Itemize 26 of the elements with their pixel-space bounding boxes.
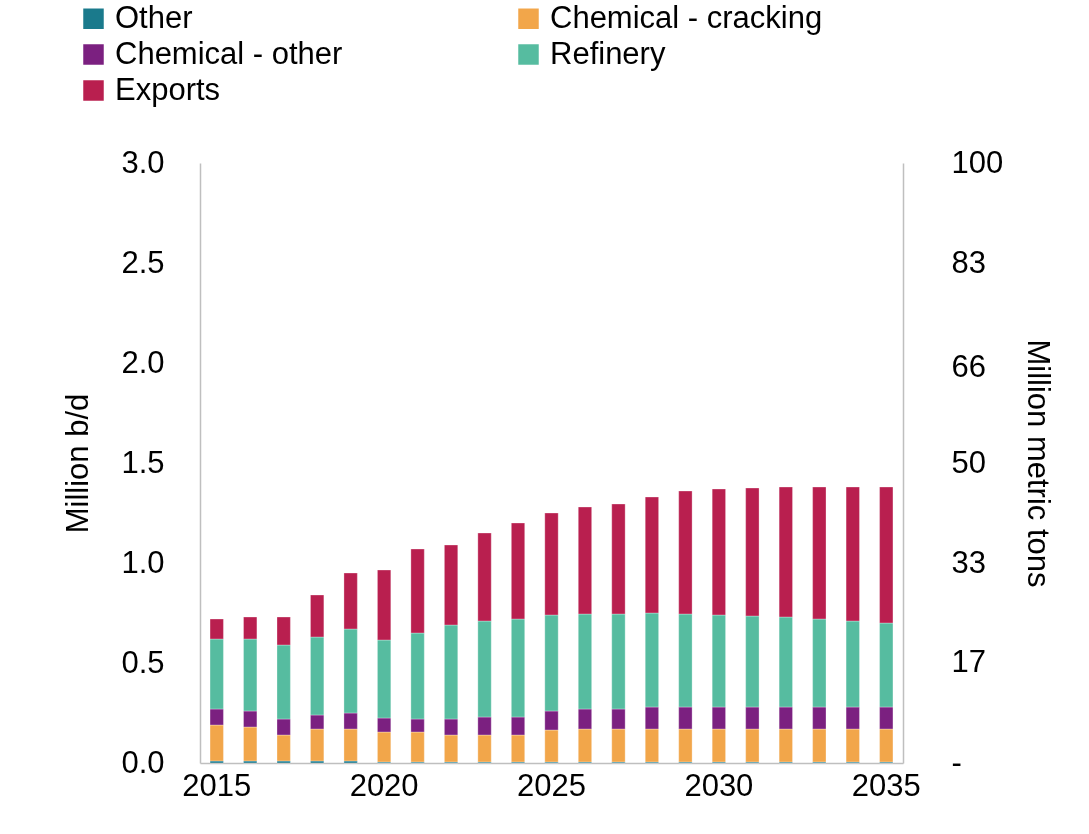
y-tick-label: 0.5: [121, 644, 165, 680]
y2-axis-title: Million metric tons: [1021, 339, 1057, 588]
y-tick-label: 3.0: [121, 144, 165, 180]
y-tick-label: 1.5: [121, 444, 165, 480]
legend-label: Chemical - other: [115, 35, 343, 71]
x-tick-label: 2015: [182, 767, 252, 803]
legend-label: Exports: [115, 71, 221, 107]
y-tick-label: 0.0: [121, 744, 165, 780]
y2-tick-label: 100: [951, 144, 1004, 180]
y2-tick-label: -: [951, 744, 962, 780]
x-tick-label: 2025: [517, 767, 586, 803]
y-axis-title: Million b/d: [60, 393, 96, 534]
y2-tick-label: 17: [951, 644, 986, 680]
x-tick-label: 2020: [349, 767, 419, 803]
y2-tick-label: 33: [951, 544, 986, 580]
y2-tick-label: 66: [951, 348, 986, 384]
legend-label: Other: [115, 0, 193, 35]
x-tick-label: 2035: [851, 767, 921, 803]
y-tick-label: 1.0: [121, 544, 165, 580]
legend-label: Chemical - cracking: [550, 0, 823, 35]
y-tick-label: 2.0: [121, 344, 165, 380]
y-tick-label: 2.5: [121, 244, 165, 280]
y2-tick-label: 83: [951, 244, 986, 280]
x-tick-label: 2030: [684, 767, 754, 803]
y2-tick-label: 50: [951, 444, 986, 480]
legend-label: Refinery: [550, 35, 666, 71]
